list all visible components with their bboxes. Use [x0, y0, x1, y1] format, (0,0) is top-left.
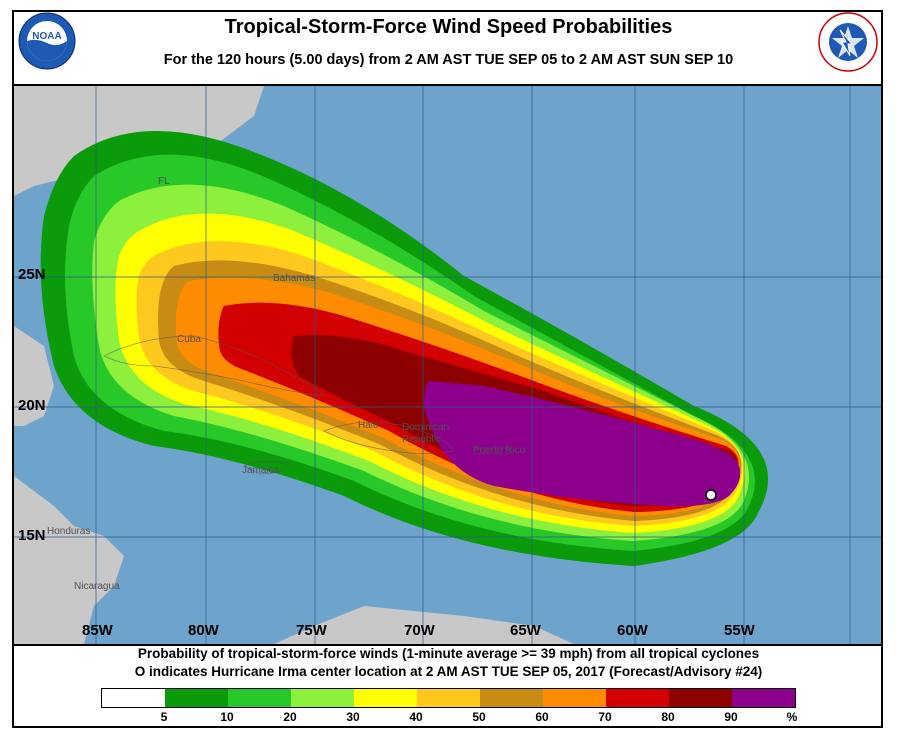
legend-swatch-0 [102, 689, 165, 707]
place-label-dominican-republic: Dominican Republic [402, 422, 450, 445]
lon-label-60w: 60W [617, 622, 648, 639]
legend-swatch-10 [732, 689, 795, 707]
puerto-rico-outline [473, 447, 510, 455]
legend-tick-5: 5 [160, 710, 168, 724]
place-label-bahamas: Bahamas [273, 273, 316, 284]
legend-swatch-3 [291, 689, 354, 707]
legend-tick-50: 50 [472, 710, 486, 724]
legend-tick-30: 30 [346, 710, 360, 724]
place-label-cuba: Cuba [177, 334, 201, 345]
yucatan-landmass [14, 326, 54, 426]
legend-tick-20: 20 [283, 710, 297, 724]
lon-label-85w: 85W [82, 622, 113, 639]
hispaniola-outline [323, 421, 455, 454]
probability-map [14, 84, 881, 646]
legend-swatch-2 [228, 689, 291, 707]
page-subtitle: For the 120 hours (5.00 days) from 2 AM … [163, 52, 734, 68]
legend-swatch-5 [417, 689, 480, 707]
footer-center-text: indicates Hurricane Irma center location… [149, 664, 763, 679]
legend-tick-60: 60 [535, 710, 549, 724]
legend-tick-40: 40 [409, 710, 423, 724]
legend-swatch-6 [480, 689, 543, 707]
legend-swatch-1 [165, 689, 228, 707]
probability-legend [101, 688, 796, 708]
legend-swatch-8 [606, 689, 669, 707]
storm-center-marker [705, 489, 717, 501]
nws-logo [818, 12, 878, 72]
place-label-jamaica: Jamaica [242, 465, 280, 476]
footer-center-note: O indicates Hurricane Irma center locati… [0, 664, 897, 679]
legend-tick-70: 70 [598, 710, 612, 724]
legend-tick-percent: % [786, 710, 798, 724]
lon-label-80w: 80W [188, 622, 219, 639]
legend-tick-90: 90 [724, 710, 738, 724]
lon-label-55w: 55W [724, 622, 755, 639]
place-label-puerto-rico: Puerto Rico [473, 445, 526, 456]
lat-label-25n: 25N [18, 266, 46, 283]
storm-center-symbol: O [134, 664, 146, 679]
lon-label-75w: 75W [296, 622, 327, 639]
jamaica-outline [243, 461, 290, 475]
place-label-fl: FL [158, 176, 170, 187]
lat-label-15n: 15N [18, 527, 46, 544]
lat-label-20n: 20N [18, 397, 46, 414]
place-label-haiti: Haiti [358, 420, 379, 431]
south-america-landmass [274, 606, 574, 644]
legend-tick-10: 10 [220, 710, 234, 724]
lon-label-65w: 65W [510, 622, 541, 639]
band-90-100 [424, 381, 741, 507]
place-label-nicaragua: Nicaragua [74, 581, 120, 592]
svg-text:NOAA: NOAA [32, 31, 61, 42]
central-america-landmass [14, 476, 124, 644]
place-label-honduras: Honduras [47, 526, 91, 537]
legend-swatch-7 [543, 689, 606, 707]
legend-swatch-4 [354, 689, 417, 707]
noaa-logo: NOAA [18, 12, 76, 70]
page-title: Tropical-Storm-Force Wind Speed Probabil… [224, 16, 673, 38]
footer-description: Probability of tropical-storm-force wind… [137, 646, 760, 661]
legend-swatch-9 [669, 689, 732, 707]
probability-bands [40, 131, 769, 566]
legend-tick-80: 80 [661, 710, 675, 724]
cuba-outline [103, 335, 326, 397]
lon-label-70w: 70W [404, 622, 435, 639]
